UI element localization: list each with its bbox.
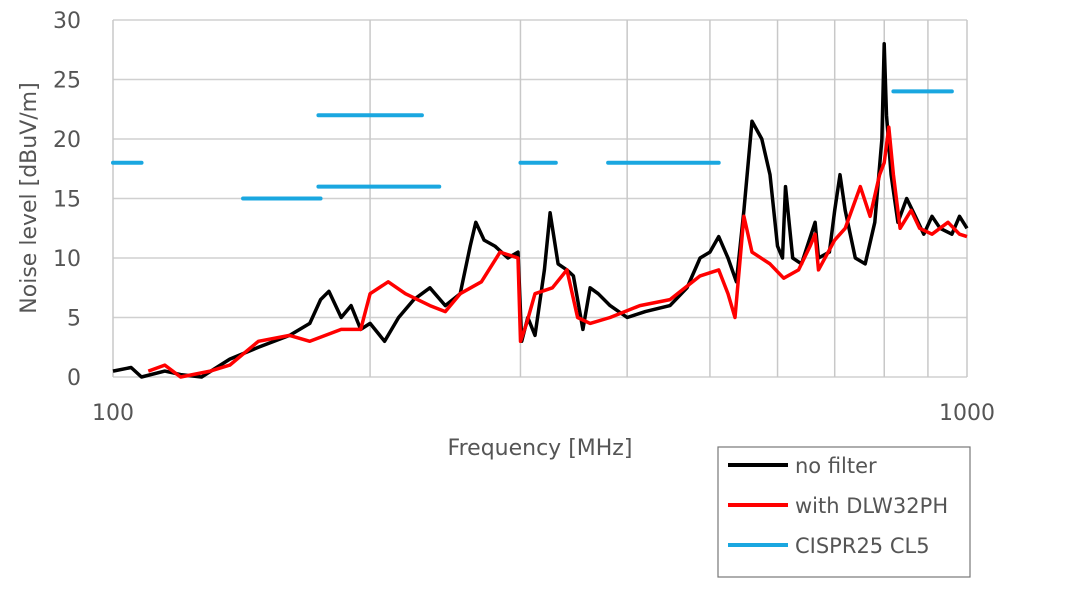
x-tick-label: 100 (92, 401, 134, 426)
y-tick-labels: 0 5 10 15 20 25 30 (53, 9, 81, 391)
x-tick-labels: 100 1000 (92, 401, 995, 426)
x-axis-label: Frequency [MHz] (448, 436, 633, 461)
series-lines (112, 42, 969, 379)
y-tick-label: 5 (67, 307, 81, 332)
y-tick-label: 10 (53, 247, 81, 272)
y-tick-label: 15 (53, 188, 81, 213)
legend-label: CISPR25 CL5 (795, 534, 930, 558)
y-axis-label: Noise level [dBuV/m] (17, 82, 42, 313)
series-line-0 (112, 42, 969, 379)
legend-box (717, 446, 971, 578)
legend-label: no filter (795, 454, 877, 478)
y-tick-label: 0 (67, 366, 81, 391)
y-tick-label: 20 (53, 128, 81, 153)
y-tick-label: 25 (53, 69, 81, 94)
legend-label: with DLW32PH (795, 494, 948, 518)
x-tick-label: 1000 (939, 401, 995, 426)
limit-lines (111, 89, 954, 201)
y-tick-label: 30 (53, 9, 81, 34)
series-line-1 (147, 125, 968, 379)
legend: no filter with DLW32PH CISPR25 CL5 (717, 446, 971, 578)
